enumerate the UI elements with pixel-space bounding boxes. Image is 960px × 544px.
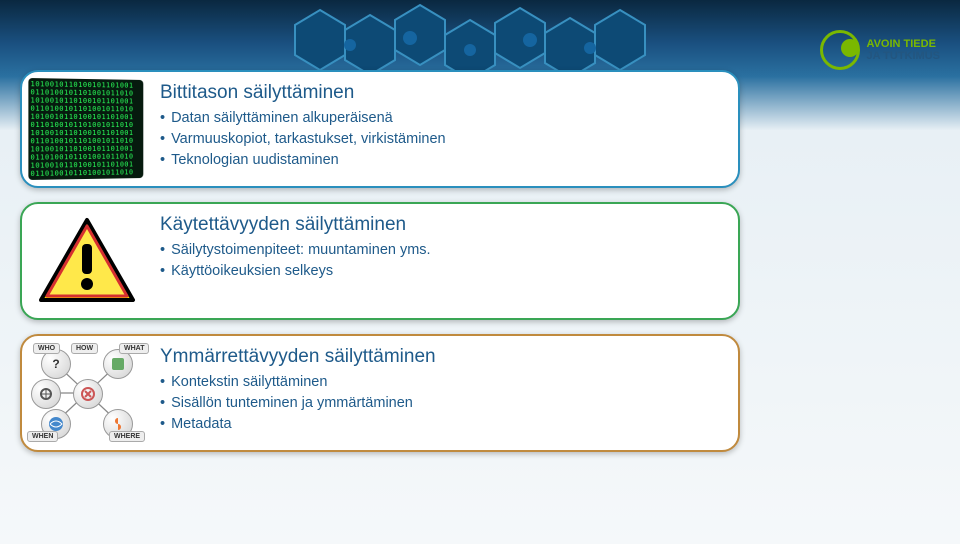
network-icon: ? WHO WHAT HOW WHEN WHERE — [22, 336, 152, 450]
label-where: WHERE — [109, 431, 145, 442]
label-who: WHO — [33, 343, 60, 354]
card-understandability-preservation: ? WHO WHAT HOW WHEN WHERE Ymmärrettävyyd… — [20, 334, 740, 452]
card-title: Bittitason säilyttäminen — [160, 82, 722, 104]
card-item: Kontekstin säilyttäminen — [160, 372, 722, 393]
card-item: Käyttöoikeuksien selkeys — [160, 261, 722, 282]
logo-line1: AVOIN TIEDE — [866, 38, 940, 50]
card-usability-preservation: Käytettävyyden säilyttäminen Säilytystoi… — [20, 202, 740, 320]
card-item: Metadata — [160, 414, 722, 435]
card-item: Teknologian uudistaminen — [160, 150, 722, 171]
logo: AVOIN TIEDE JA TUTKIMUS — [820, 30, 940, 70]
logo-text: AVOIN TIEDE JA TUTKIMUS — [866, 38, 940, 62]
logo-mark — [820, 30, 860, 70]
card-title: Ymmärrettävyyden säilyttäminen — [160, 346, 722, 368]
label-what: WHAT — [119, 343, 149, 354]
card-item: Varmuuskopiot, tarkastukset, virkistämin… — [160, 129, 722, 150]
logo-line2: JA TUTKIMUS — [866, 50, 940, 62]
binary-icon: 1010010110100101101001 01101001011010010… — [22, 72, 152, 186]
label-how: HOW — [71, 343, 98, 354]
warning-icon — [22, 204, 152, 318]
card-item: Datan säilyttäminen alkuperäisenä — [160, 108, 722, 129]
card-bit-preservation: 1010010110100101101001 01101001011010010… — [20, 70, 740, 188]
label-when: WHEN — [27, 431, 58, 442]
card-title: Käytettävyyden säilyttäminen — [160, 214, 722, 236]
card-item: Säilytystoimenpiteet: muuntaminen yms. — [160, 240, 722, 261]
card-item: Sisällön tunteminen ja ymmärtäminen — [160, 393, 722, 414]
card-list: 1010010110100101101001 01101001011010010… — [20, 70, 740, 466]
